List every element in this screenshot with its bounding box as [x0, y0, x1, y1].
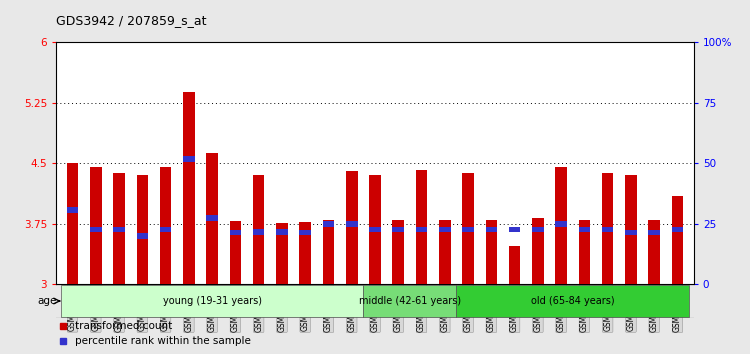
Bar — [183, 92, 195, 284]
Bar — [416, 170, 428, 284]
Bar — [439, 227, 451, 232]
Bar — [160, 166, 172, 284]
Bar — [369, 227, 381, 232]
Bar — [67, 163, 78, 284]
Bar — [276, 229, 288, 235]
Bar — [253, 175, 265, 284]
Text: age: age — [37, 296, 56, 306]
Bar — [253, 229, 265, 235]
Text: percentile rank within the sample: percentile rank within the sample — [75, 336, 251, 346]
Bar — [160, 227, 172, 232]
Bar — [602, 227, 613, 232]
Bar — [457, 285, 689, 317]
Bar — [578, 227, 590, 232]
Bar — [183, 156, 195, 162]
Bar — [462, 173, 474, 284]
Bar — [672, 227, 683, 232]
Bar — [649, 230, 660, 235]
Bar — [555, 166, 567, 284]
Bar — [625, 175, 637, 284]
Bar — [578, 221, 590, 284]
Bar — [485, 221, 497, 284]
Bar — [485, 227, 497, 232]
Bar — [363, 285, 457, 317]
Bar — [369, 175, 381, 284]
Bar — [462, 227, 474, 232]
Text: old (65-84 years): old (65-84 years) — [531, 296, 614, 306]
Bar — [90, 227, 101, 232]
Bar — [346, 171, 358, 284]
Bar — [392, 227, 404, 232]
Bar — [346, 221, 358, 227]
Bar — [416, 227, 428, 232]
Bar — [532, 218, 544, 284]
Text: transformed count: transformed count — [75, 321, 172, 331]
Bar — [649, 221, 660, 284]
Bar — [555, 221, 567, 227]
Bar — [322, 221, 334, 227]
Bar — [61, 285, 363, 317]
Bar — [67, 207, 78, 213]
Bar — [113, 227, 125, 232]
Bar — [299, 230, 311, 235]
Text: young (19-31 years): young (19-31 years) — [163, 296, 262, 306]
Bar — [230, 221, 242, 284]
Bar — [230, 230, 242, 235]
Bar — [509, 227, 520, 232]
Bar — [299, 222, 311, 284]
Bar — [206, 215, 218, 221]
Bar — [672, 195, 683, 284]
Bar — [439, 220, 451, 284]
Bar — [113, 173, 125, 284]
Bar — [136, 233, 148, 239]
Bar — [532, 227, 544, 232]
Bar — [392, 220, 404, 284]
Text: middle (42-61 years): middle (42-61 years) — [358, 296, 461, 306]
Bar — [625, 230, 637, 235]
Bar — [206, 153, 218, 284]
Text: GDS3942 / 207859_s_at: GDS3942 / 207859_s_at — [56, 13, 207, 27]
Bar — [276, 223, 288, 284]
Bar — [136, 175, 148, 284]
Bar — [509, 246, 520, 284]
Bar — [322, 220, 334, 284]
Bar — [90, 167, 101, 284]
Bar — [602, 173, 613, 284]
